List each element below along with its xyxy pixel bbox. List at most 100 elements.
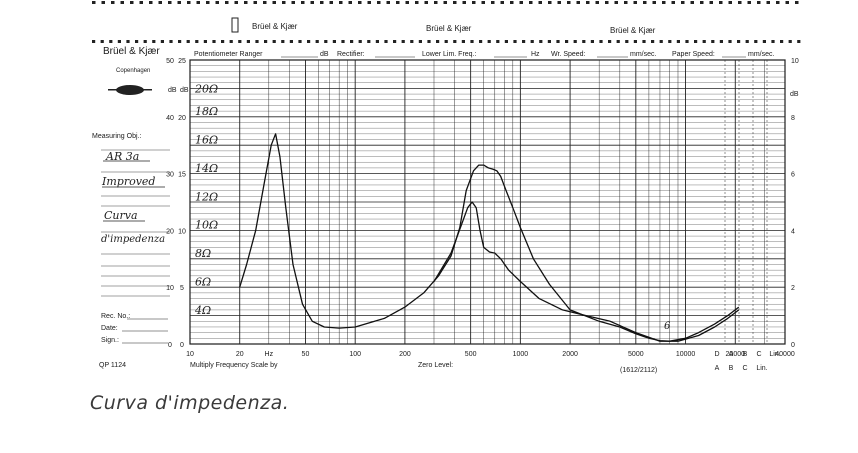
perforation-hole	[590, 40, 594, 43]
perforation-hole	[332, 40, 336, 43]
perforation-hole	[393, 40, 397, 43]
perforation-hole	[375, 40, 379, 43]
ohm-labels: 20Ω 18Ω 16Ω 14Ω 12Ω 10Ω 8Ω 6Ω 4Ω	[194, 82, 218, 317]
perforation-hole	[215, 1, 219, 4]
perforation-hole	[530, 40, 534, 43]
series-line-1	[239, 133, 740, 342]
perforation-hole	[487, 40, 491, 43]
perforation-hole	[652, 1, 656, 4]
perforation-hole	[576, 1, 580, 4]
perforation-hole	[444, 40, 448, 43]
perforation-hole	[324, 40, 328, 43]
perforation-hole	[519, 1, 523, 4]
perforation-hole	[427, 40, 431, 43]
weighting-label: C	[756, 351, 761, 358]
perforation-hole	[662, 1, 666, 4]
perforation-hole	[158, 1, 162, 4]
perforation-hole	[700, 1, 704, 4]
perforation-hole	[253, 1, 257, 4]
horizontal-grid	[190, 59, 785, 345]
perforation-hole	[169, 40, 173, 43]
ohm-label: 18Ω	[195, 105, 218, 118]
y-label-outer: dB	[168, 87, 177, 94]
perforation-hole	[289, 40, 293, 43]
y-tick-label-inner: 20	[178, 115, 186, 122]
perforation-hole	[168, 1, 172, 4]
x-axis: 10 20 Hz 50 100 200 500 1000 2000 5000 10000 20000 4…	[186, 351, 795, 358]
perforation-hole	[117, 40, 121, 43]
perforation-hole	[788, 40, 792, 43]
perforation-hole	[491, 1, 495, 4]
perforation-hole	[196, 1, 200, 4]
x-tick-label: 10000	[676, 351, 696, 358]
perforation-hole	[177, 1, 181, 4]
hz-label: Hz	[531, 51, 540, 58]
y-tick-label-outer: 40	[166, 115, 174, 122]
code-label: (1612/2112)	[620, 367, 657, 374]
weighting-label: C	[742, 365, 747, 372]
ohm-label: 10Ω	[195, 219, 218, 232]
y-tick-label-inner: 15	[178, 172, 186, 179]
perforation-hole	[405, 1, 409, 4]
perforation-hole	[766, 1, 770, 4]
perforation-hole	[282, 1, 286, 4]
perforation-hole	[178, 40, 182, 43]
series-layer	[239, 133, 740, 342]
perforation-hole	[470, 40, 474, 43]
perforation-hole	[434, 1, 438, 4]
perforation-hole	[694, 40, 698, 43]
perforation-hole	[513, 40, 517, 43]
db-label: dB	[320, 51, 329, 58]
perforation-hole	[548, 1, 552, 4]
perforation-hole	[221, 40, 225, 43]
perforation-hole	[668, 40, 672, 43]
perforation-hole	[186, 40, 190, 43]
perforation-hole	[244, 1, 248, 4]
y-tick-label-outer: 50	[166, 58, 174, 65]
perforation-hole	[384, 40, 388, 43]
x-tick-label: 100	[349, 351, 361, 358]
perforation-hole	[582, 40, 586, 43]
perforation-hole	[401, 40, 405, 43]
perforation-hole	[329, 1, 333, 4]
ohm-label: 8Ω	[195, 247, 211, 260]
perforation-hole	[130, 1, 134, 4]
perforation-hole	[614, 1, 618, 4]
y-tick-label-right: 4	[791, 228, 795, 235]
perforation-hole	[605, 1, 609, 4]
y-tick-label-inner: 10	[178, 228, 186, 235]
y-tick-label-inner: 25	[178, 58, 186, 65]
perforation-hole	[567, 1, 571, 4]
perforation-hole	[206, 1, 210, 4]
y-tick-label-right: 8	[791, 115, 795, 122]
perforation-hole	[681, 1, 685, 4]
y-tick-label-right: 0	[791, 342, 795, 349]
perforation-hole	[152, 40, 156, 43]
perforation-hole	[263, 1, 267, 4]
pen-holder-mark	[231, 17, 239, 33]
perforation-hole	[396, 1, 400, 4]
perforation-hole	[685, 40, 689, 43]
perforation-hole	[238, 40, 242, 43]
y-tick-label-right: 10	[791, 58, 799, 65]
perforation-hole	[625, 40, 629, 43]
perforation-hole	[139, 1, 143, 4]
perforation-hole	[785, 1, 789, 4]
y-tick-label-outer: 20	[166, 228, 174, 235]
weighting-label: Lin.	[769, 351, 780, 358]
perforation-hole	[135, 40, 139, 43]
perforation-hole	[719, 40, 723, 43]
y-label-inner: dB	[180, 87, 189, 94]
wr-speed-label: Wr. Speed:	[551, 51, 586, 58]
perforation-hole	[671, 1, 675, 4]
perforation-hole	[719, 1, 723, 4]
perforation-hole	[556, 40, 560, 43]
ohm-label: 14Ω	[195, 162, 218, 175]
perforation-hole	[642, 40, 646, 43]
perforation-hole	[120, 1, 124, 4]
ohm-label: 4Ω	[194, 304, 211, 317]
brand-city: Copenhagen	[116, 68, 150, 74]
perforation-hole	[281, 40, 285, 43]
perforation-hole	[101, 1, 105, 4]
perforation-hole	[738, 1, 742, 4]
